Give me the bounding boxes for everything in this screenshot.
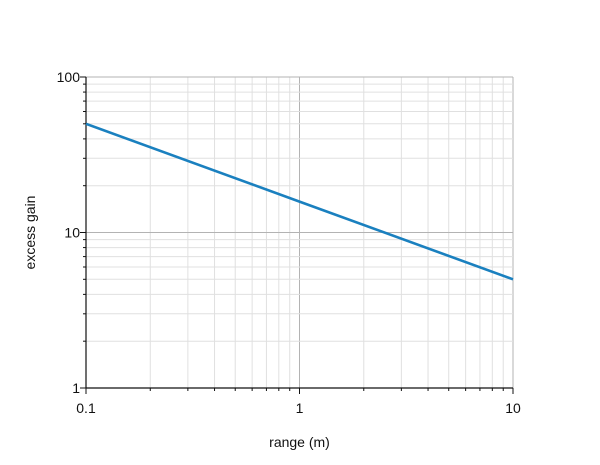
grid: [85, 76, 514, 389]
x-tick-label: 10: [505, 400, 521, 416]
series-group: [85, 122, 514, 281]
series-line: [85, 122, 514, 281]
ticks: [80, 76, 514, 394]
x-tick-label: 0.1: [76, 400, 96, 416]
y-tick-label: 1: [72, 380, 80, 396]
y-tick-label: 10: [64, 225, 80, 241]
y-tick-label: 100: [57, 69, 81, 85]
x-tick-label: 1: [296, 400, 304, 416]
y-axis-label: excess gain: [22, 196, 38, 270]
x-axis-label: range (m): [269, 434, 330, 450]
